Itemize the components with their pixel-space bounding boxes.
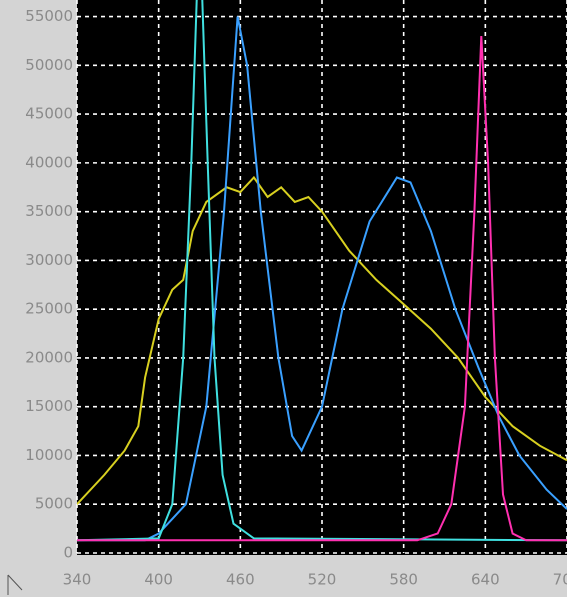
x-tick-label: 400 [144, 571, 173, 589]
y-tick-label: 25000 [25, 300, 73, 318]
y-tick-label: 10000 [25, 446, 73, 464]
y-tick-label: 50000 [25, 56, 73, 74]
x-tick-label: 520 [308, 571, 337, 589]
x-tick-label: 580 [389, 571, 418, 589]
plot-area [77, 0, 567, 555]
x-tick-label: 340 [63, 571, 92, 589]
y-tick-label: 0 [63, 544, 73, 562]
x-tick-label: 640 [471, 571, 500, 589]
y-tick-label: 20000 [25, 348, 73, 366]
y-tick-label: 45000 [25, 105, 73, 123]
series-line [77, 175, 567, 505]
y-tick-label: 40000 [25, 153, 73, 171]
x-tick-label: 460 [226, 571, 255, 589]
x-tick-label: 700 [553, 571, 567, 589]
y-tick-label: 55000 [25, 7, 73, 25]
series-line [77, 0, 567, 542]
y-tick-label: 30000 [25, 251, 73, 269]
y-tick-label: 15000 [25, 397, 73, 415]
corner-icon [7, 574, 23, 595]
series-line [77, 36, 567, 542]
y-tick-label: 5000 [35, 495, 73, 513]
y-tick-label: 35000 [25, 202, 73, 220]
series-line [77, 16, 567, 542]
